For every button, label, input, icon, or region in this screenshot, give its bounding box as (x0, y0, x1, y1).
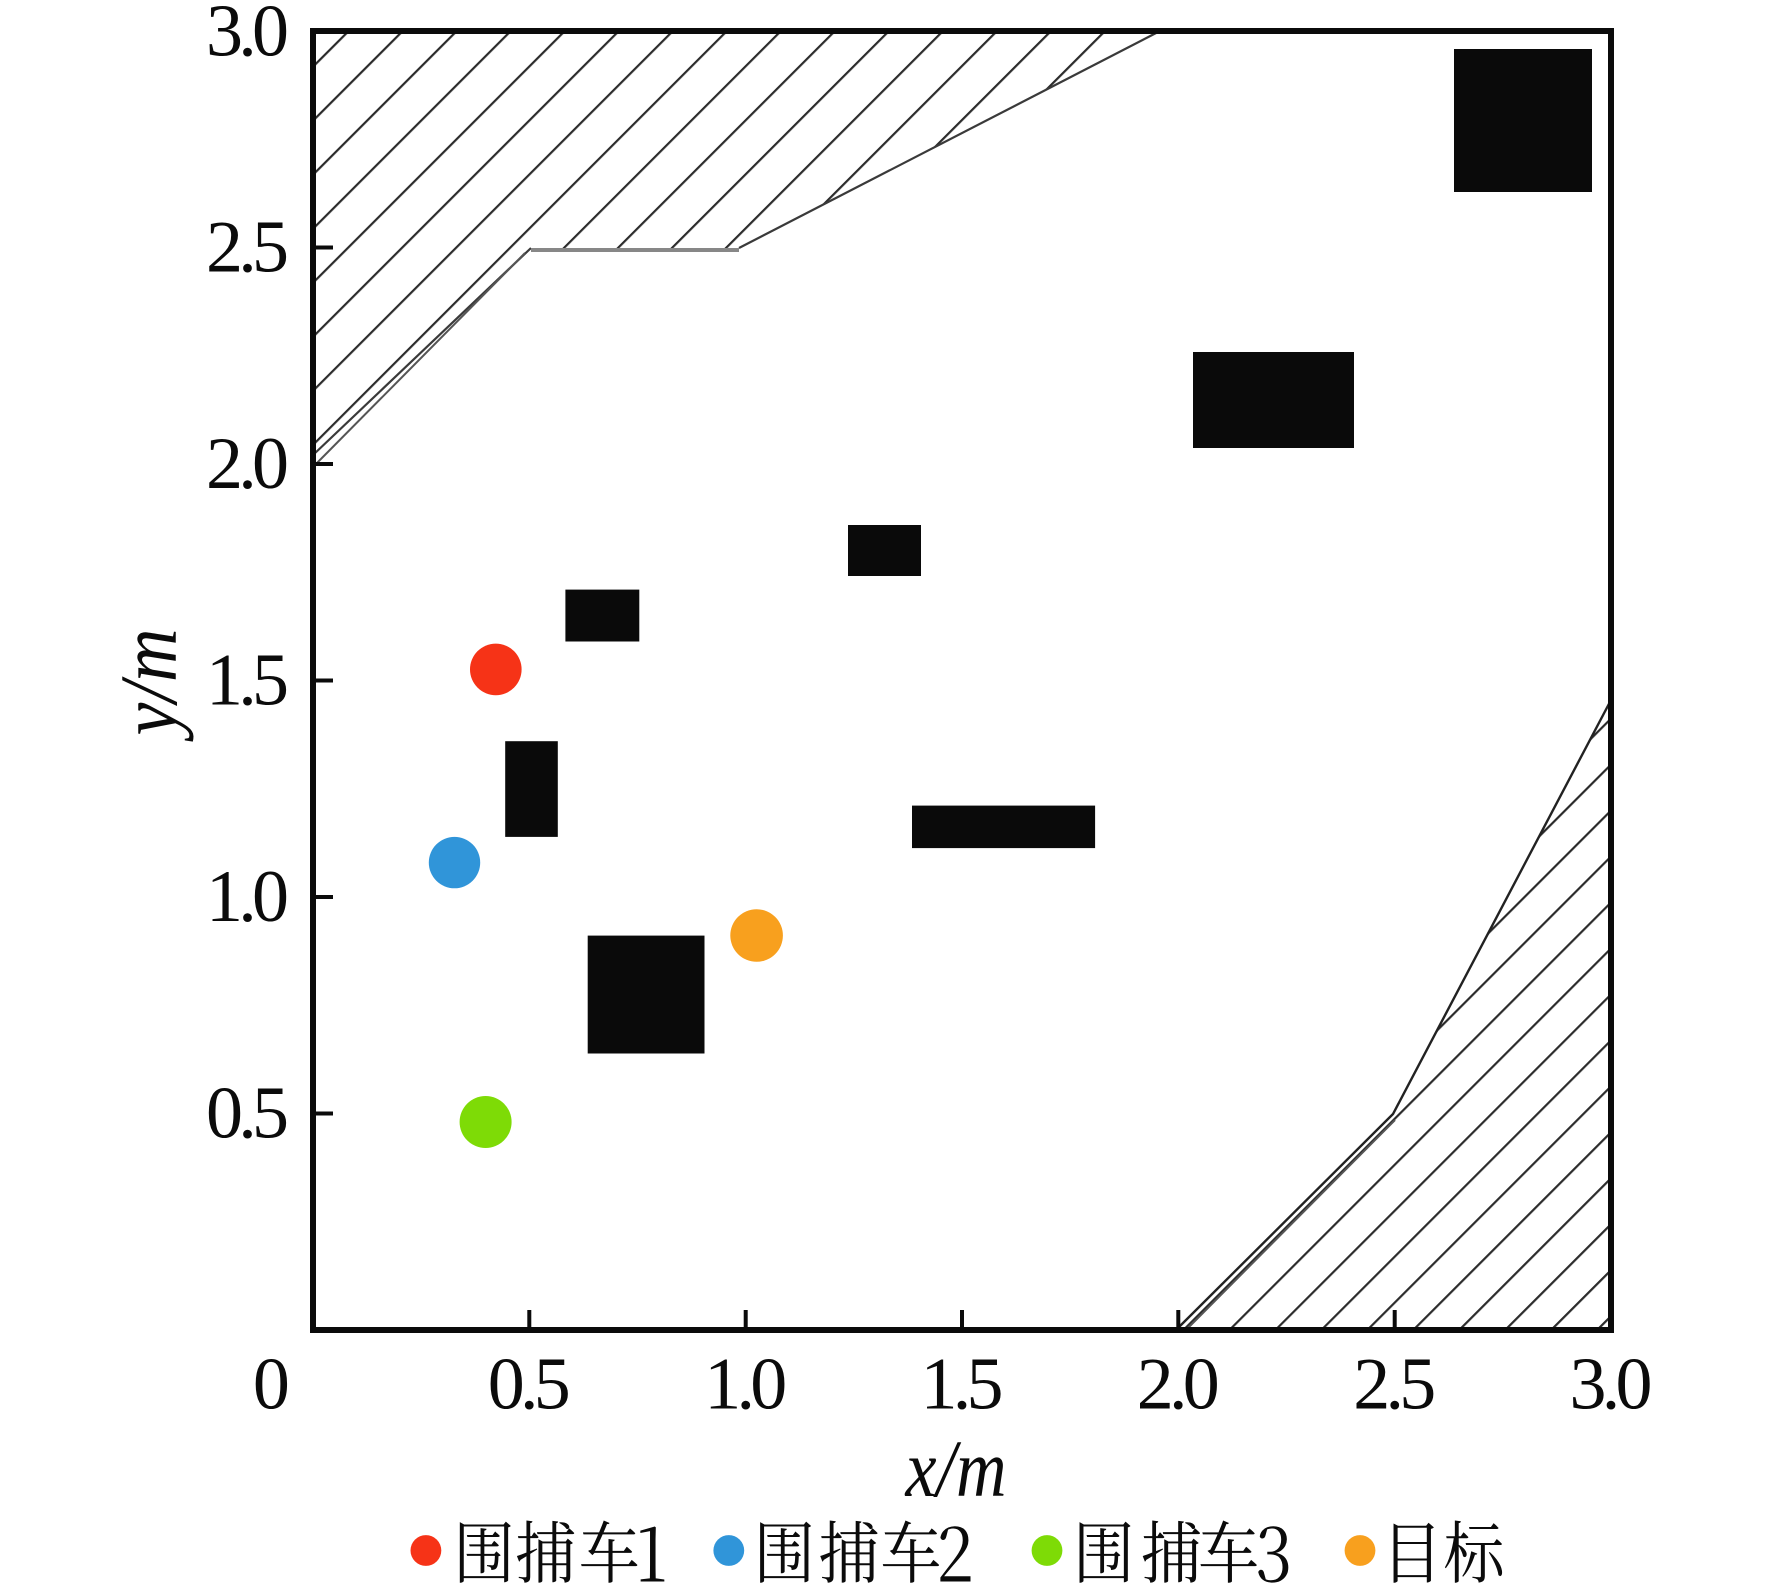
svg-text:0: 0 (253, 1344, 290, 1426)
svg-text:2.0: 2.0 (206, 423, 289, 505)
svg-text:1.0: 1.0 (206, 856, 289, 938)
svg-text:3.0: 3.0 (206, 0, 289, 73)
svg-text:x/m: x/m (905, 1423, 1007, 1514)
svg-text:3.0: 3.0 (1570, 1344, 1653, 1426)
svg-text:2.5: 2.5 (1353, 1344, 1436, 1426)
svg-text:1.5: 1.5 (921, 1344, 1004, 1426)
svg-text:y/m: y/m (103, 629, 194, 742)
svg-text:2.0: 2.0 (1137, 1344, 1220, 1426)
svg-text:1.5: 1.5 (206, 640, 289, 722)
svg-text:0.5: 0.5 (206, 1073, 289, 1155)
svg-text:0.5: 0.5 (488, 1344, 571, 1426)
svg-text:2.5: 2.5 (206, 207, 289, 289)
svg-text:1.0: 1.0 (704, 1344, 787, 1426)
